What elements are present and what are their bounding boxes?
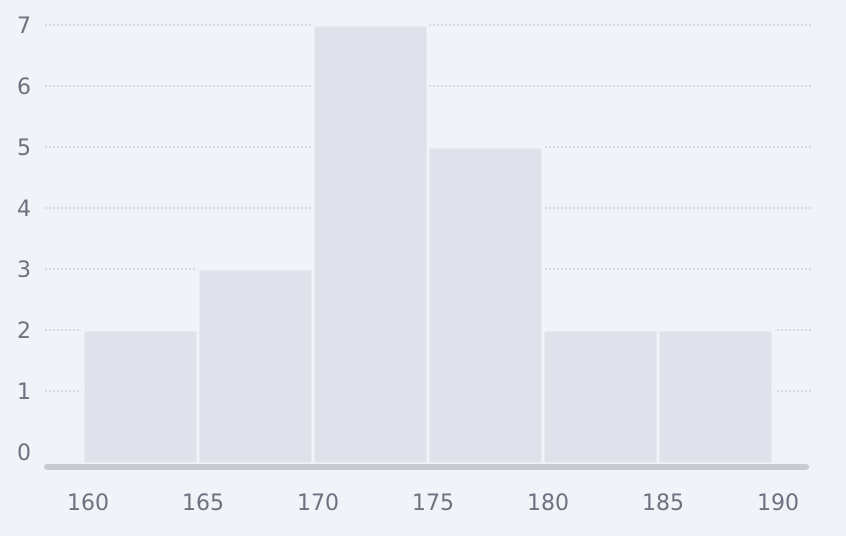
x-tick-label: 175 <box>412 491 454 516</box>
histogram-bar-175-180 <box>426 145 545 466</box>
histogram-bar-165-170 <box>196 267 315 466</box>
y-axis-ticks: 0 1 2 3 4 5 6 7 <box>17 14 31 466</box>
y-tick-label: 4 <box>17 197 31 222</box>
x-axis-ticks: 160 165 170 175 180 185 190 <box>67 491 799 516</box>
histogram-bars <box>81 23 775 466</box>
y-tick-label: 1 <box>17 380 31 405</box>
y-tick-label: 6 <box>17 75 31 100</box>
y-tick-label: 0 <box>17 441 31 466</box>
x-tick-label: 170 <box>297 491 339 516</box>
histogram-bar-170-175 <box>311 23 430 466</box>
histogram-bar-185-190 <box>656 328 775 466</box>
histogram-bar-180-185 <box>541 328 660 466</box>
y-tick-label: 5 <box>17 136 31 161</box>
x-tick-label: 185 <box>642 491 684 516</box>
x-tick-label: 165 <box>182 491 224 516</box>
y-tick-label: 2 <box>17 319 31 344</box>
histogram-bar-160-165 <box>81 328 200 466</box>
x-tick-label: 180 <box>527 491 569 516</box>
y-tick-label: 7 <box>17 14 31 39</box>
x-tick-label: 160 <box>67 491 109 516</box>
x-tick-label: 190 <box>757 491 799 516</box>
y-tick-label: 3 <box>17 258 31 283</box>
